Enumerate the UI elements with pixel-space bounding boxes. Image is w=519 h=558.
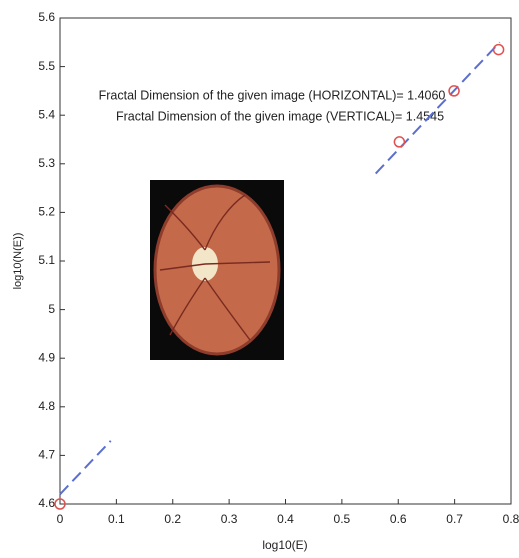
x-tick-label: 0.2 [164,512,181,526]
y-axis-label: log10(N(E)) [12,233,24,290]
y-tick-label: 5.3 [38,156,55,170]
x-tick-label: 0 [57,512,64,526]
inset-image [150,180,284,360]
x-tick-label: 0.6 [390,512,407,526]
y-tick-label: 4.9 [38,350,55,364]
y-tick-label: 5.6 [38,10,55,24]
y-tick-label: 5.2 [38,205,55,219]
x-tick-label: 0.3 [221,512,238,526]
x-tick-label: 0.1 [108,512,125,526]
y-tick-label: 5.5 [38,59,55,73]
y-tick-label: 5.4 [38,107,55,121]
y-tick-label: 5 [48,302,55,316]
y-tick-label: 4.7 [38,448,55,462]
x-tick-label: 0.5 [334,512,351,526]
annotation: Fractal Dimension of the given image (HO… [99,88,446,102]
x-axis-label: log10(E) [262,538,307,552]
x-tick-label: 0.4 [277,512,294,526]
page: {"chart_data": { "type": "scatter", "xla… [0,0,519,558]
x-tick-label: 0.8 [503,512,519,526]
y-tick-label: 4.8 [38,399,55,413]
chart: Fractal Dimension of the given image (HO… [0,0,519,558]
x-tick-label: 0.7 [446,512,463,526]
y-tick-label: 5.1 [38,253,55,267]
annotation: Fractal Dimension of the given image (VE… [116,109,444,123]
y-tick-label: 4.6 [38,496,55,510]
